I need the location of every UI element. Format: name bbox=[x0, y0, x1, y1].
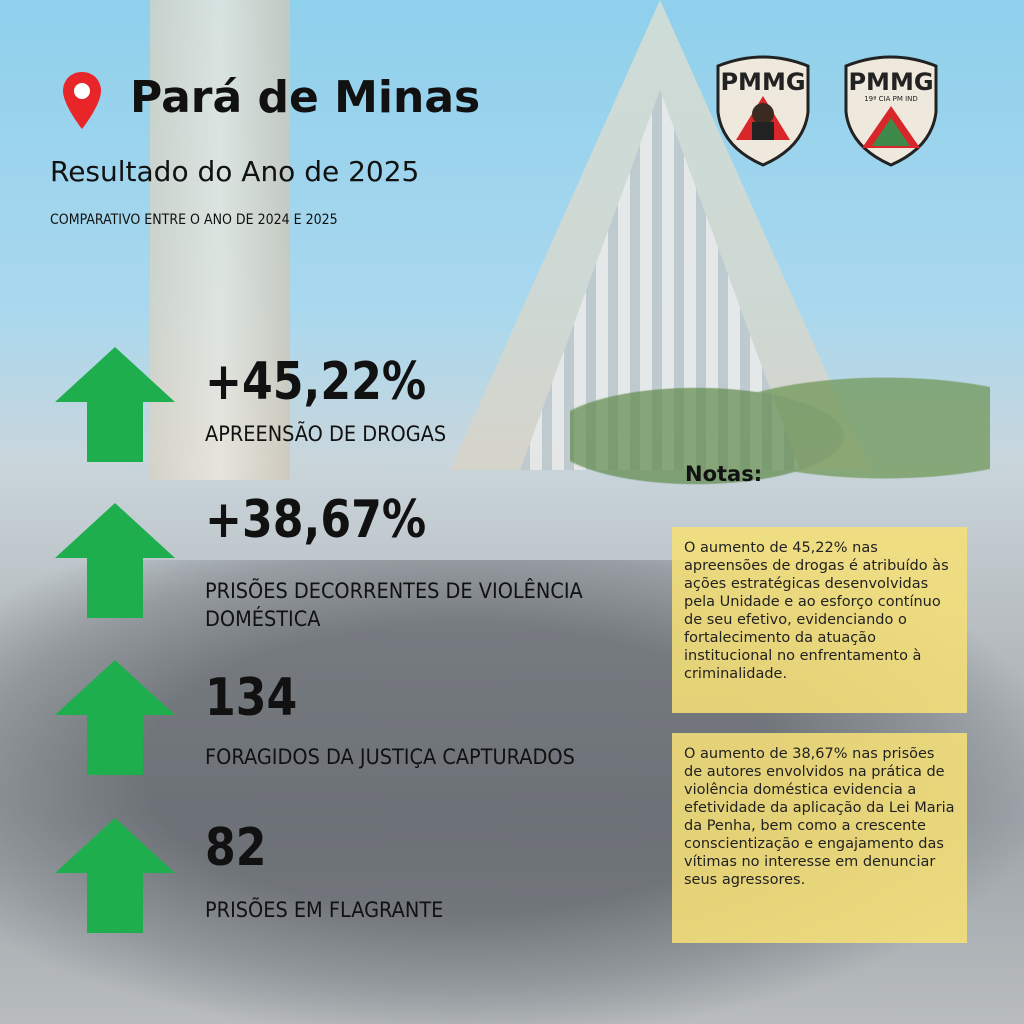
notes-heading: Notas: bbox=[685, 462, 763, 486]
stat-label: PRISÕES EM FLAGRANTE bbox=[205, 898, 444, 922]
stat-label: PRISÕES DECORRENTES DE VIOLÊNCIA DOMÉSTI… bbox=[205, 579, 583, 631]
page-subtitle: Resultado do Ano de 2025 bbox=[50, 155, 420, 188]
svg-text:PMMG: PMMG bbox=[848, 68, 933, 96]
svg-text:PMMG: PMMG bbox=[720, 68, 805, 96]
arrow-up-icon bbox=[55, 818, 175, 933]
city-title: Pará de Minas bbox=[130, 72, 481, 123]
note-drugs: O aumento de 45,22% nas apreensões de dr… bbox=[672, 527, 967, 713]
pmmg-logo: PMMG bbox=[716, 55, 810, 167]
arrow-up-icon bbox=[55, 347, 175, 462]
pmmg-19-cia-logo: PMMG 19ª CIA PM IND bbox=[844, 55, 938, 167]
arrow-up-icon bbox=[55, 660, 175, 775]
stat-value: +45,22% bbox=[205, 352, 427, 412]
comparison-caption: COMPARATIVO ENTRE O ANO DE 2024 E 2025 bbox=[50, 212, 338, 228]
stat-value: 134 bbox=[205, 668, 298, 728]
background-tower bbox=[150, 0, 290, 480]
stat-label: FORAGIDOS DA JUSTIÇA CAPTURADOS bbox=[205, 745, 575, 769]
stat-value: +38,67% bbox=[205, 490, 427, 550]
note-domestic-violence: O aumento de 38,67% nas prisões de autor… bbox=[672, 733, 967, 943]
stat-label: APREENSÃO DE DROGAS bbox=[205, 422, 447, 446]
stat-value: 82 bbox=[205, 818, 267, 878]
arrow-up-icon bbox=[55, 503, 175, 618]
background-trees bbox=[570, 340, 990, 500]
svg-text:19ª CIA PM IND: 19ª CIA PM IND bbox=[864, 95, 918, 103]
map-pin-icon bbox=[63, 72, 101, 129]
